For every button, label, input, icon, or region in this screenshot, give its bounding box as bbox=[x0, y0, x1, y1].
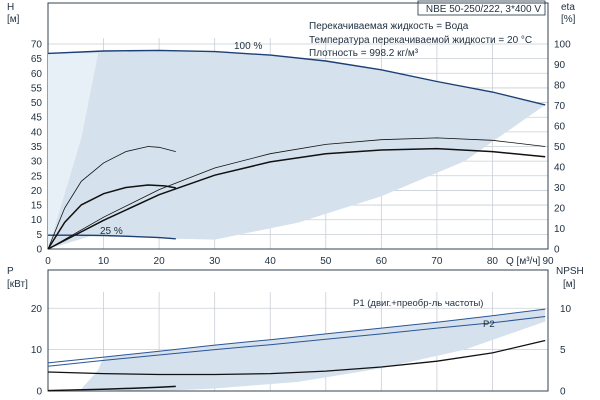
bottom-tick-labels: 0 10 20 0 5 10 bbox=[31, 304, 572, 398]
y-tick-label-eta: 0 bbox=[554, 245, 560, 256]
x-tick-label: 10 bbox=[98, 256, 110, 267]
y-tick-label-h: 20 bbox=[31, 186, 43, 197]
y-tick-label-h: 30 bbox=[31, 157, 43, 168]
y-tick-label-h: 5 bbox=[36, 230, 42, 241]
y-tick-label-eta: 50 bbox=[554, 142, 566, 153]
power-npsh-panel: 0 10 20 0 5 10 P [кВт] NPSH [м] P1 (двиг.+пре… bbox=[7, 266, 584, 398]
x-axis-label: Q [м³/ч] bbox=[506, 256, 541, 267]
top-tick-labels: 0 10 20 30 40 50 60 70 80 90051015202530354045505… bbox=[31, 40, 571, 268]
y-axis-label-eta: eta bbox=[561, 2, 575, 13]
y-tick-label-eta: 60 bbox=[554, 122, 566, 133]
power-area bbox=[48, 309, 546, 391]
y-axis-label-p: P bbox=[7, 266, 14, 277]
curve-label-100: 100 % bbox=[234, 41, 262, 52]
annotation-density: Плотность = 998.2 кг/м³ bbox=[309, 48, 419, 59]
y-tick-label-h: 70 bbox=[31, 40, 43, 51]
series-label-p1: P1 (двиг.+преобр-ль частоты) bbox=[353, 298, 483, 309]
y-tick-label-p: 0 bbox=[36, 387, 42, 398]
y-tick-label-h: 60 bbox=[31, 69, 43, 80]
y-tick-label-eta: 100 bbox=[554, 40, 571, 51]
curve-h-1 bbox=[48, 234, 176, 240]
y-axis-unit-npsh: [м] bbox=[563, 279, 576, 290]
top-operating-region bbox=[48, 50, 546, 250]
y-axis-label-h: H bbox=[7, 2, 14, 13]
y-tick-label-h: 25 bbox=[31, 171, 43, 182]
y-axis-unit-p: [кВт] bbox=[7, 279, 28, 290]
curve-p-3 bbox=[47, 385, 176, 392]
curve-npsh-2 bbox=[47, 339, 546, 376]
y-tick-label-h: 0 bbox=[36, 245, 42, 256]
y-tick-label-h: 65 bbox=[31, 54, 43, 65]
y-tick-label-h: 55 bbox=[31, 83, 43, 94]
x-tick-label: 90 bbox=[542, 256, 554, 267]
x-tick-label: 60 bbox=[376, 256, 388, 267]
x-tick-label: 50 bbox=[320, 256, 332, 267]
curve-eta-4 bbox=[47, 137, 546, 250]
x-tick-label: 40 bbox=[265, 256, 277, 267]
curve-eta-5 bbox=[47, 147, 546, 250]
bottom-plot-frame bbox=[47, 269, 549, 392]
y-tick-label-h: 10 bbox=[31, 215, 43, 226]
y-tick-label-eta: 10 bbox=[554, 224, 566, 235]
annotation-temperature: Температура перекачиваемой жидкости = 20… bbox=[309, 35, 532, 46]
y-tick-label-npsh: 0 bbox=[560, 387, 566, 398]
y-tick-label-h: 40 bbox=[31, 127, 43, 138]
y-tick-label-h: 15 bbox=[31, 201, 43, 212]
operating-area bbox=[48, 50, 546, 250]
head-efficiency-panel: 0 10 20 30 40 50 60 70 80 90051015202530354045505… bbox=[7, 0, 576, 268]
y-axis-label-npsh: NPSH bbox=[556, 266, 584, 277]
bottom-curves bbox=[47, 308, 546, 392]
curve-eta-3 bbox=[47, 184, 176, 250]
annotation-fluid: Перекачиваемая жидкость = Вода bbox=[309, 21, 469, 32]
curve-eta-2 bbox=[47, 146, 176, 250]
curve-p-1 bbox=[47, 316, 546, 367]
y-tick-label-eta: 40 bbox=[554, 163, 566, 174]
x-tick-label: 80 bbox=[487, 256, 499, 267]
y-axis-unit-h: [м] bbox=[7, 14, 20, 25]
series-label-p2: P2 bbox=[483, 319, 495, 330]
y-tick-label-eta: 80 bbox=[554, 81, 566, 92]
y-tick-label-npsh: 10 bbox=[560, 304, 572, 315]
y-tick-label-eta: 20 bbox=[554, 204, 566, 215]
y-tick-label-p: 10 bbox=[31, 345, 43, 356]
y-tick-label-h: 35 bbox=[31, 142, 43, 153]
title-box bbox=[417, 0, 546, 16]
y-tick-label-eta: 70 bbox=[554, 101, 566, 112]
x-tick-label: 0 bbox=[45, 256, 51, 267]
y-tick-label-eta: 30 bbox=[554, 183, 566, 194]
operating-area-left bbox=[48, 53, 98, 250]
y-tick-label-p: 20 bbox=[31, 304, 43, 315]
x-tick-label: 30 bbox=[209, 256, 221, 267]
y-axis-unit-eta: [%] bbox=[561, 14, 576, 25]
x-tick-label: 20 bbox=[154, 256, 166, 267]
y-tick-label-eta: 90 bbox=[554, 60, 566, 71]
curve-label-25: 25 % bbox=[100, 226, 123, 237]
bottom-operating-region bbox=[48, 309, 546, 391]
chart-title: NBE 50-250/222, 3*400 V bbox=[426, 4, 541, 15]
y-tick-label-h: 45 bbox=[31, 113, 43, 124]
x-tick-label: 70 bbox=[431, 256, 443, 267]
top-curves bbox=[47, 49, 546, 250]
y-tick-label-npsh: 5 bbox=[560, 345, 566, 356]
curve-p-0 bbox=[47, 308, 546, 364]
y-tick-label-h: 50 bbox=[31, 98, 43, 109]
curve-h-0 bbox=[47, 49, 546, 106]
